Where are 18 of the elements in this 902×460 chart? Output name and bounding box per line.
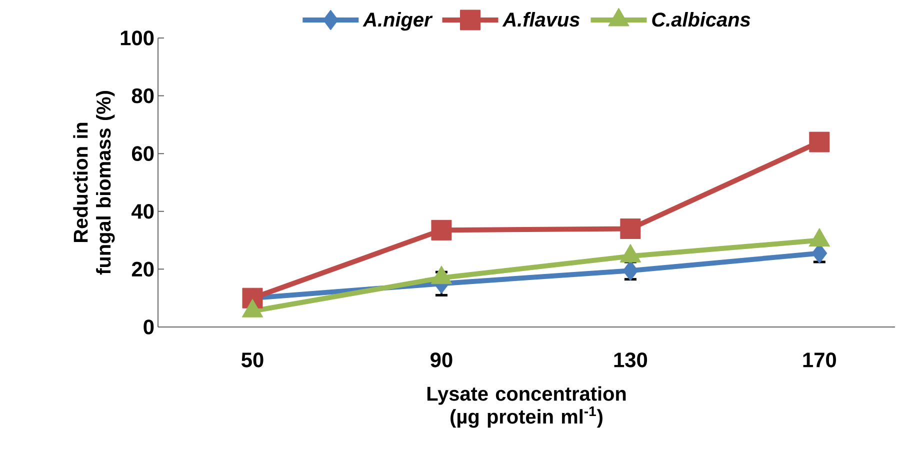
point	[431, 220, 452, 240]
y-tick-label: 60	[132, 146, 154, 161]
x-tick-label: 50	[242, 352, 264, 368]
legend-label: A.flavus	[502, 12, 580, 27]
x-tick-label: 130	[614, 352, 648, 368]
y-tick-label: 40	[132, 204, 154, 219]
legend-label: A.niger	[362, 12, 433, 31]
y-tick-label: 80	[132, 88, 154, 104]
y-axis-title: Reduction in fungal biomass (%)	[73, 91, 115, 275]
y-tick-label: 20	[132, 262, 154, 277]
y-tick-label: 100	[120, 30, 154, 46]
y-tick-label: 0	[144, 320, 154, 334]
point	[809, 132, 830, 152]
x-tick-label: 90	[430, 352, 452, 368]
x-axis-title: Lysate concentration (µg protein ml$^{-1}$)	[427, 386, 626, 428]
legend-label: C.albicans	[652, 12, 750, 27]
x-tick-label: 170	[803, 352, 836, 368]
point	[620, 218, 641, 239]
